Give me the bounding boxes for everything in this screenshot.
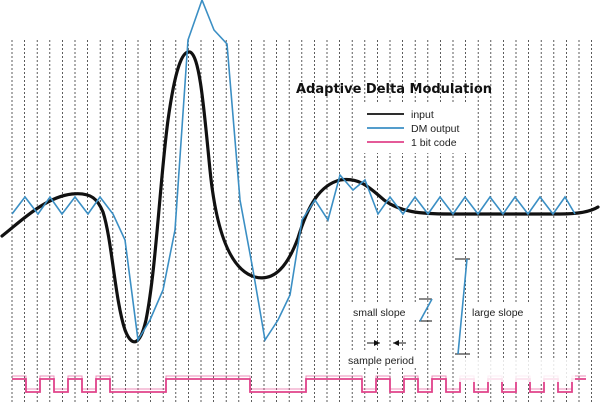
corner-mask: [455, 358, 575, 382]
sample-grid: [11, 40, 592, 404]
legend: input DM output 1 bit code: [362, 103, 472, 153]
large-slope-label: large slope: [472, 307, 524, 319]
legend-label-input: input: [411, 109, 434, 121]
sample-period-label: sample period: [348, 355, 414, 367]
one-bit-code-trace: [12, 375, 586, 393]
diagram-title: Adaptive Delta Modulation: [296, 82, 492, 97]
sample-period-annotation: sample period: [346, 340, 426, 368]
legend-label-dm-output: DM output: [411, 123, 460, 135]
input-signal-curve: [0, 50, 600, 344]
legend-label-bit-code: 1 bit code: [411, 137, 457, 149]
small-slope-annotation: small slope: [350, 298, 433, 322]
small-slope-label: small slope: [353, 307, 406, 319]
dm-output-staircase: [11, 0, 576, 343]
large-slope-annotation: large slope: [455, 258, 532, 355]
